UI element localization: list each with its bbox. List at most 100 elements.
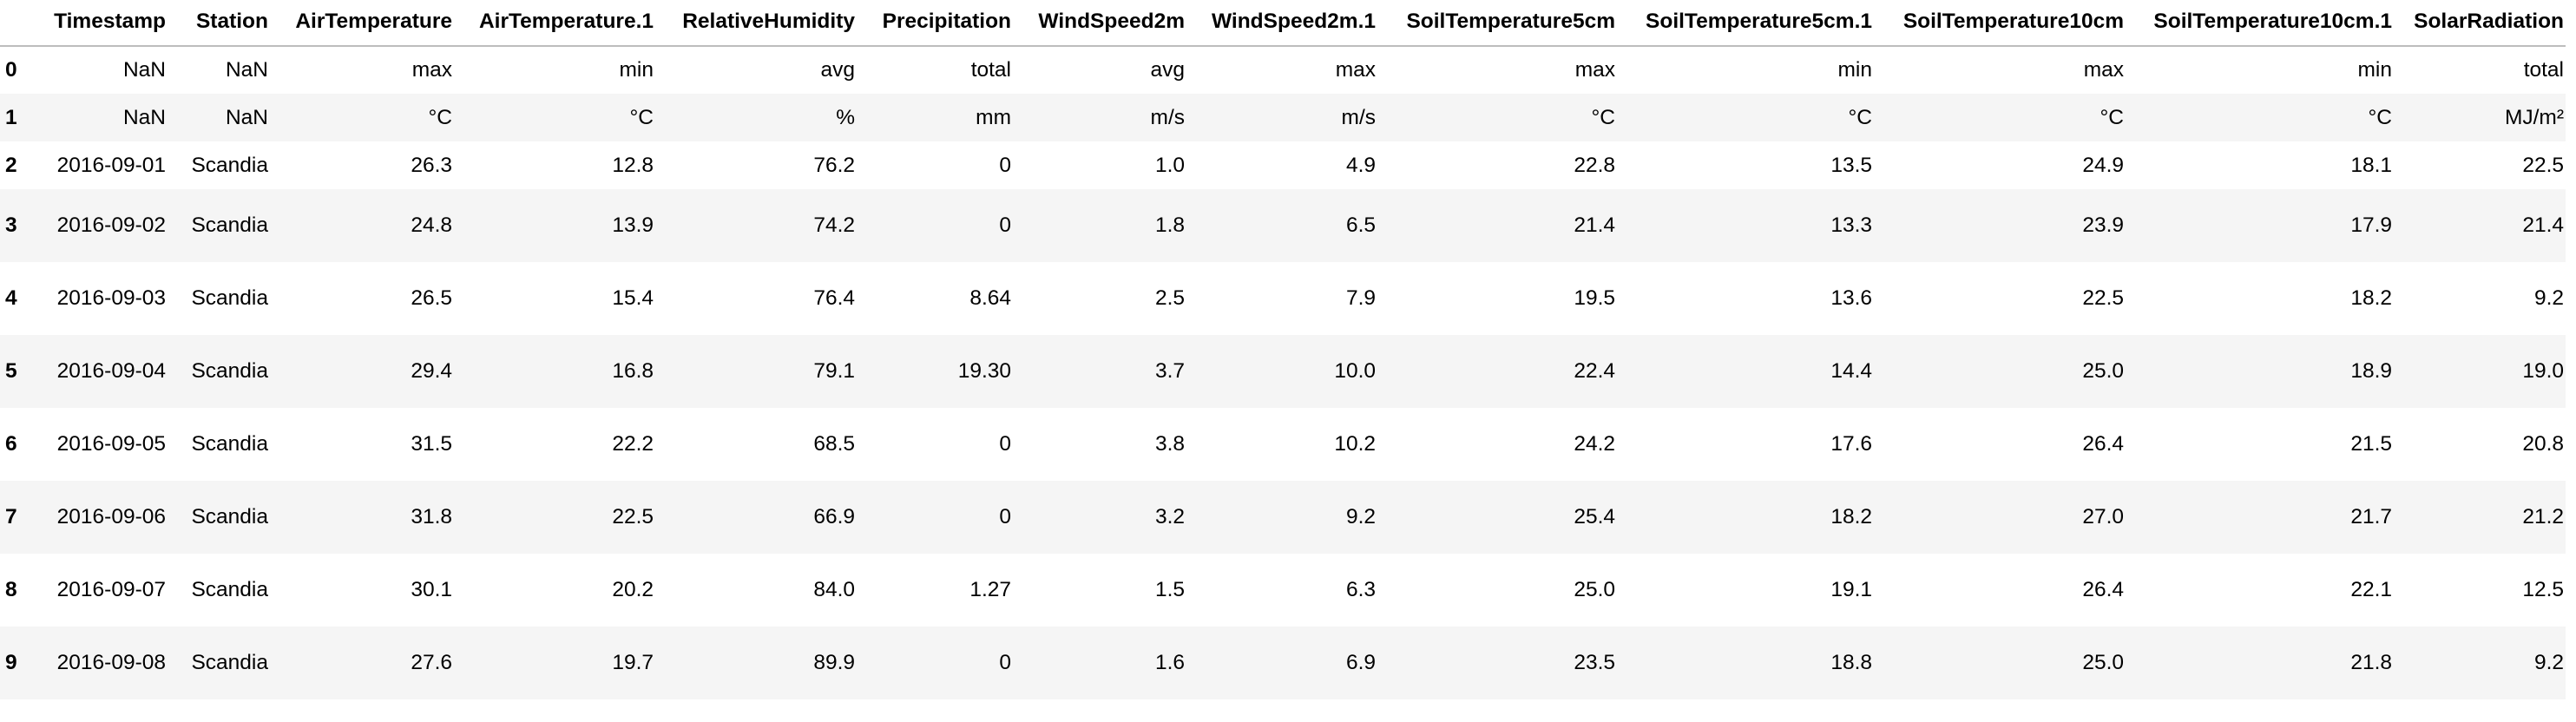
table-cell: 7.9 [1186,262,1377,335]
table-row: 5 2016-09-04 Scandia 29.4 16.8 79.1 19.30 3.7 10… [0,335,2566,408]
cell-value: avg [1150,58,1185,82]
column-header: SoilTemperature5cm.1 [1617,0,1874,47]
column-header: WindSpeed2m.1 [1186,0,1377,47]
table-cell: 2016-09-07 [33,554,168,627]
table-cell: NaN [33,46,168,94]
table-cell: 22.4 [1377,335,1617,408]
cell-value: Scandia [191,578,268,601]
cell-value: °C [1591,105,1616,129]
table-cell: Scandia [168,335,270,408]
cell-value: °C [428,105,453,129]
table-cell: 22.2 [454,408,655,481]
row-index: 0 [5,58,17,82]
cell-value: 13.6 [1830,286,1872,310]
cell-value: 89.9 [813,651,855,674]
table-cell: max [1377,46,1617,94]
table-cell: 26.4 [1874,554,2126,627]
cell-value: 31.8 [411,505,452,528]
cell-value: % [836,105,855,129]
cell-value: 16.8 [612,359,654,383]
column-header: SolarRadiation [2394,0,2566,47]
cell-value: 20.2 [612,578,654,601]
index-header [0,0,33,47]
table-cell: 21.8 [2126,627,2394,699]
cell-value: 2016-09-05 [56,432,166,456]
table-cell: 31.8 [270,481,454,554]
table-cell: 29.4 [270,335,454,408]
table-cell: min [454,46,655,94]
table-cell: 23.9 [1874,189,2126,262]
table-body: 0 NaN NaN max min avg total avg max max min max min t… [0,46,2566,699]
table-cell: 2016-09-03 [33,262,168,335]
cell-value: 12.5 [2522,578,2564,601]
table-cell: 30.1 [270,554,454,627]
table-cell: 25.0 [1377,554,1617,627]
table-cell: 0 [857,627,1013,699]
table-cell: total [2394,46,2566,94]
cell-value: 30.1 [411,578,452,601]
cell-value: 0 [999,505,1011,528]
column-header: AirTemperature [270,0,454,47]
table-cell: 24.9 [1874,141,2126,189]
table-cell: 15.4 [454,262,655,335]
column-header: RelativeHumidity [655,0,857,47]
cell-value: 1.0 [1154,153,1185,177]
cell-value: 22.5 [2522,153,2564,177]
cell-value: 0 [999,153,1011,177]
cell-value: mm [976,105,1011,129]
cell-value: °C [2368,105,2393,129]
cell-value: 18.8 [1830,651,1872,674]
table-cell: 68.5 [655,408,857,481]
table-cell: 13.5 [1617,141,1874,189]
cell-value: 12.8 [612,153,654,177]
table-cell: 18.9 [2126,335,2394,408]
table-cell: 1.8 [1013,189,1186,262]
table-cell: 6.3 [1186,554,1377,627]
column-header: Precipitation [857,0,1013,47]
table-cell: 12.8 [454,141,655,189]
cell-value: Scandia [191,432,268,456]
table-cell: 19.7 [454,627,655,699]
table-cell: mm [857,94,1013,141]
cell-value: 2016-09-06 [56,505,166,528]
table-cell: 25.0 [1874,627,2126,699]
cell-value: m/s [1341,105,1376,129]
table-cell: 19.5 [1377,262,1617,335]
column-header: AirTemperature.1 [454,0,655,47]
table-cell: 14.4 [1617,335,1874,408]
cell-value: NaN [122,58,166,82]
cell-value: 2016-09-07 [56,578,166,601]
table-row: 1 NaN NaN °C °C% mm m/s m/s °C °C °C °C MJ/m² [0,94,2566,141]
cell-value: 8.64 [969,286,1011,310]
table-cell: 22.5 [454,481,655,554]
table-cell: 23.5 [1377,627,1617,699]
cell-value: 24.2 [1574,432,1615,456]
table-cell: 20.8 [2394,408,2566,481]
row-index: 3 [5,213,17,237]
table-cell: 9.2 [2394,262,2566,335]
table-cell: 18.8 [1617,627,1874,699]
column-header: SoilTemperature5cm [1377,0,1617,47]
cell-value: max [1574,58,1615,82]
table-cell: 26.3 [270,141,454,189]
table-cell: Scandia [168,141,270,189]
cell-value: Scandia [191,153,268,177]
cell-value: 3.8 [1154,432,1185,456]
cell-value: 2016-09-01 [56,153,166,177]
table-cell: 27.0 [1874,481,2126,554]
cell-value: 15.4 [612,286,654,310]
cell-value: 24.9 [2082,153,2124,177]
cell-value: 2016-09-02 [56,213,166,237]
cell-value: max [2083,58,2124,82]
table-cell: 10.0 [1186,335,1377,408]
cell-value: 2016-09-04 [56,359,166,383]
table-cell: 19.30 [857,335,1013,408]
cell-value: 21.4 [1574,213,1615,237]
cell-value: 26.4 [2082,578,2124,601]
table-cell: 3.7 [1013,335,1186,408]
cell-value: NaN [225,105,268,129]
cell-value: 19.7 [612,651,654,674]
table-cell: °C [270,94,454,141]
column-header: Timestamp [33,0,168,47]
cell-value: 9.2 [1345,505,1376,528]
